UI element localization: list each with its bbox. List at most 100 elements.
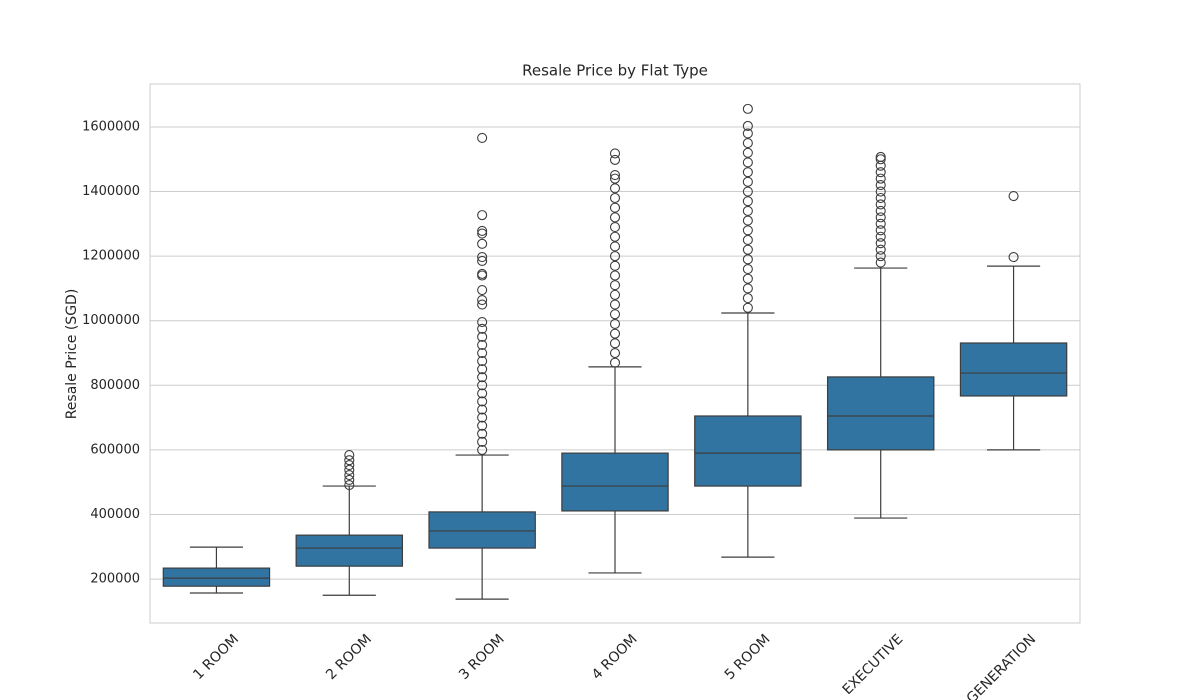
outlier bbox=[875, 251, 886, 262]
box bbox=[959, 342, 1068, 397]
outlier bbox=[742, 196, 753, 207]
outlier bbox=[742, 273, 753, 284]
outlier bbox=[477, 396, 488, 407]
outlier bbox=[1008, 191, 1019, 202]
outlier bbox=[477, 412, 488, 423]
outlier bbox=[742, 103, 753, 114]
outlier bbox=[609, 148, 621, 159]
outlier bbox=[609, 170, 621, 181]
outlier bbox=[477, 364, 488, 375]
outlier bbox=[609, 270, 621, 281]
outlier bbox=[477, 444, 488, 455]
outlier bbox=[609, 280, 621, 291]
outlier bbox=[609, 338, 621, 349]
box bbox=[295, 534, 404, 567]
box bbox=[162, 567, 271, 587]
outlier bbox=[875, 192, 886, 204]
outlier bbox=[477, 316, 488, 328]
outlier bbox=[742, 157, 753, 168]
plot-border bbox=[149, 83, 1081, 624]
outlier bbox=[742, 176, 753, 187]
outlier bbox=[875, 151, 886, 163]
outlier bbox=[875, 212, 886, 223]
outlier bbox=[609, 347, 621, 359]
outlier bbox=[609, 192, 621, 204]
y-tick-label: 400000 bbox=[90, 507, 140, 522]
outlier bbox=[875, 231, 886, 242]
outlier bbox=[477, 284, 488, 296]
y-tick-label: 200000 bbox=[90, 572, 140, 587]
outlier bbox=[742, 283, 753, 294]
y-tick-label: 1200000 bbox=[82, 249, 140, 264]
outlier bbox=[344, 460, 355, 471]
outlier bbox=[609, 241, 621, 252]
outlier bbox=[477, 295, 488, 306]
y-axis-label: Resale Price (SGD) bbox=[64, 289, 80, 420]
outlier bbox=[742, 302, 753, 313]
outlier bbox=[875, 167, 886, 178]
outlier bbox=[477, 323, 488, 334]
box bbox=[826, 376, 935, 451]
outlier bbox=[477, 299, 488, 310]
chart-title: Resale Price by Flat Type bbox=[522, 62, 708, 80]
outlier bbox=[344, 474, 355, 485]
outlier bbox=[477, 210, 488, 221]
y-tick-label: 600000 bbox=[90, 442, 140, 457]
outlier bbox=[609, 357, 621, 368]
outlier bbox=[477, 132, 488, 143]
outlier bbox=[477, 428, 488, 439]
outlier bbox=[477, 420, 488, 431]
outlier bbox=[344, 464, 355, 475]
outlier bbox=[742, 186, 753, 197]
outlier bbox=[742, 244, 753, 255]
outlier bbox=[875, 244, 886, 255]
outlier bbox=[742, 167, 753, 178]
outlier bbox=[1008, 252, 1019, 263]
box bbox=[561, 452, 669, 512]
outlier bbox=[477, 380, 488, 391]
outlier bbox=[875, 173, 886, 184]
y-tick-label: 1000000 bbox=[82, 313, 140, 328]
outlier bbox=[875, 205, 886, 216]
outlier bbox=[609, 212, 621, 223]
outlier bbox=[609, 173, 621, 184]
outlier bbox=[742, 215, 753, 226]
outlier bbox=[477, 228, 488, 239]
outlier bbox=[477, 255, 488, 267]
outlier bbox=[609, 299, 621, 310]
outlier bbox=[875, 238, 886, 249]
outlier bbox=[477, 356, 488, 367]
outlier bbox=[609, 251, 621, 262]
outlier bbox=[742, 147, 753, 158]
outlier bbox=[742, 128, 753, 139]
outlier bbox=[477, 388, 488, 399]
y-tick-label: 800000 bbox=[90, 378, 140, 393]
outlier bbox=[344, 480, 355, 491]
outlier bbox=[609, 183, 621, 194]
outlier bbox=[477, 347, 488, 359]
outlier bbox=[609, 260, 621, 271]
outlier bbox=[742, 293, 753, 304]
outlier bbox=[609, 231, 621, 242]
y-tick-label: 1400000 bbox=[82, 184, 140, 199]
outlier bbox=[609, 202, 621, 213]
outlier bbox=[742, 254, 753, 265]
outlier bbox=[477, 339, 488, 350]
outlier bbox=[477, 225, 488, 236]
outlier bbox=[742, 120, 753, 132]
outlier bbox=[609, 154, 621, 165]
outlier bbox=[609, 222, 621, 233]
outlier bbox=[344, 470, 355, 481]
outlier bbox=[609, 328, 621, 339]
outlier bbox=[477, 268, 488, 279]
outlier bbox=[742, 138, 753, 149]
box bbox=[428, 511, 536, 549]
outlier bbox=[609, 309, 621, 320]
outlier bbox=[344, 450, 355, 461]
outlier bbox=[875, 199, 886, 210]
outlier bbox=[609, 289, 621, 300]
outlier bbox=[344, 455, 355, 466]
outlier bbox=[477, 331, 488, 342]
